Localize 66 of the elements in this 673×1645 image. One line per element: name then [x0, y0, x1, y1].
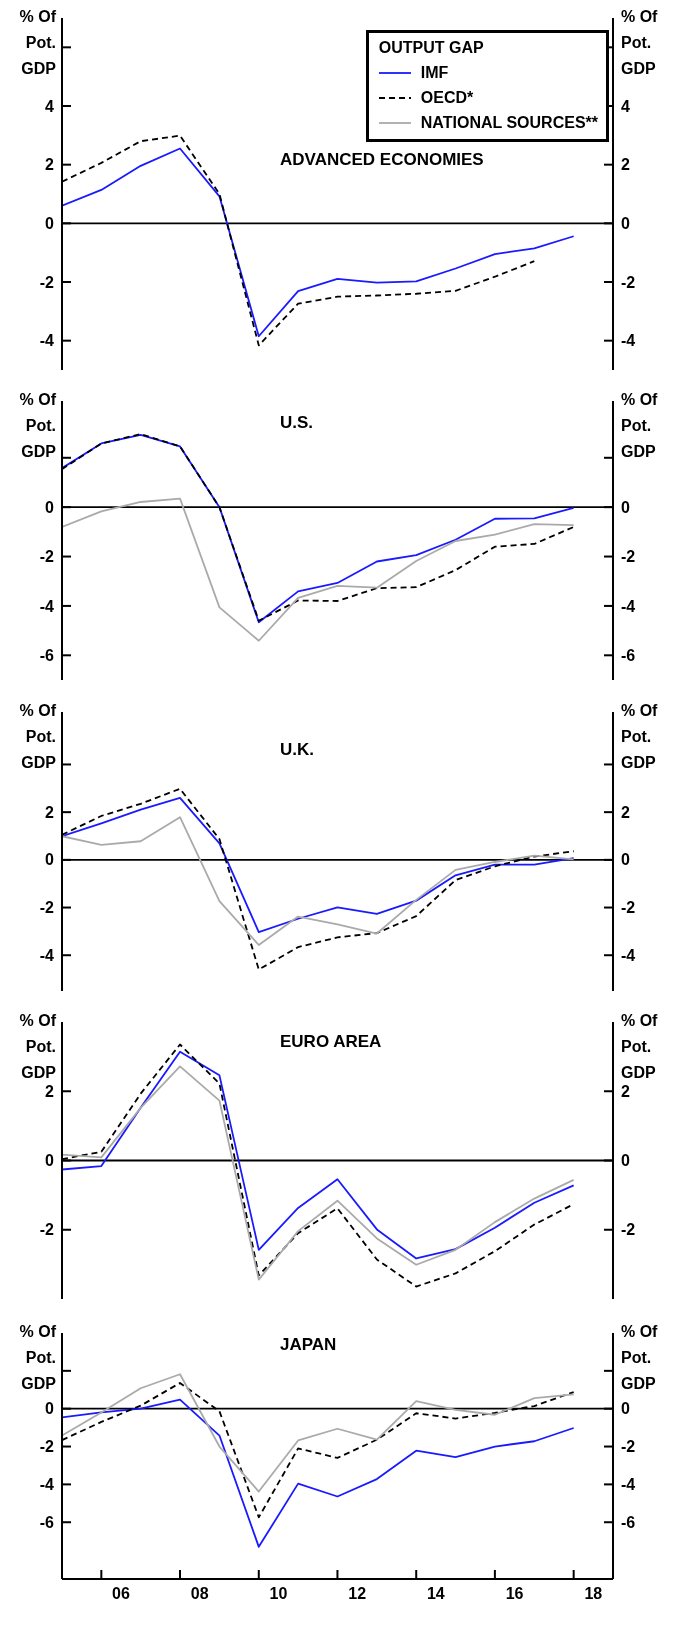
y2-tick-label: -2: [621, 548, 636, 566]
y2-tick-label: 0: [621, 1400, 630, 1418]
text: ADVANCED ECONOMIES: [280, 150, 484, 170]
y-axis-title: % Of Pot. GDP: [18, 7, 56, 79]
y-tick-label: 0: [45, 1152, 55, 1170]
y-tick-label: 2: [45, 156, 55, 174]
x-tick-label: 06: [112, 1585, 130, 1602]
y2-tick-label: 0: [621, 498, 630, 516]
y2-tick-label: 2: [621, 156, 630, 174]
y2-tick-label: 0: [621, 214, 630, 232]
y-tick-label: -2: [39, 548, 55, 566]
text: EURO AREA: [280, 1032, 382, 1052]
legend-label: NATIONAL SOURCES**: [420, 113, 598, 133]
y2-tick-label: -4: [621, 1475, 636, 1493]
y-tick-label: -2: [39, 273, 55, 291]
y-tick-label: 0: [45, 498, 55, 516]
y2-tick-label: -2: [621, 273, 636, 291]
y2-tick-label: -2: [621, 1438, 636, 1456]
y2-tick-label: -4: [621, 597, 636, 615]
y-tick-label: 0: [45, 214, 55, 232]
y-tick-label: -4: [39, 332, 55, 350]
x-tick-label: 10: [269, 1585, 288, 1602]
legend-label: IMF: [420, 63, 449, 83]
y-tick-label: 0: [45, 851, 55, 869]
y2-tick-label: 0: [621, 851, 630, 869]
y2-axis-title: % Of Pot. GDP: [621, 390, 659, 462]
y2-tick-label: -4: [621, 332, 636, 350]
legend-title: OUTPUT GAP: [378, 38, 485, 58]
y2-tick-label: 2: [621, 803, 630, 821]
y-tick-label: 0: [45, 1400, 55, 1418]
text: U.S.: [280, 413, 314, 433]
y2-tick-label: -2: [621, 899, 636, 917]
y2-axis-title: % Of Pot. GDP: [621, 1012, 658, 1081]
y2-axis-title: % Of Pot. GDP: [621, 1322, 659, 1394]
x-tick-label: 18: [584, 1585, 603, 1602]
y-tick-label: -2: [39, 899, 55, 917]
y2-axis-title: % Of Pot. GDP: [621, 7, 659, 79]
y-axis-title: % Of Pot. GDP: [18, 1322, 56, 1394]
legend-label: OECD*: [420, 88, 474, 108]
y-tick-label: -4: [39, 946, 55, 964]
y2-tick-label: 0: [621, 1152, 630, 1170]
y2-tick-label: 4: [621, 97, 630, 115]
chart-title: JAPAN: [280, 1335, 337, 1355]
y-axis-title: % Of Pot. GDP: [19, 1012, 56, 1081]
y-tick-label: -6: [39, 646, 55, 664]
y-axis-title: % Of Pot. GDP: [18, 390, 56, 462]
y-tick-label: 2: [45, 1082, 55, 1100]
y-tick-label: 4: [45, 97, 55, 115]
y2-tick-label: -6: [621, 646, 636, 664]
y-tick-label: -4: [39, 597, 55, 615]
y-tick-label: -4: [39, 1475, 55, 1493]
y-tick-label: -2: [39, 1221, 55, 1239]
x-tick-label: 16: [505, 1585, 524, 1602]
y-axis-title: % Of Pot. GDP: [18, 701, 56, 773]
y2-tick-label: -6: [621, 1513, 636, 1531]
y-tick-label: -6: [39, 1513, 55, 1531]
x-tick-label: 12: [348, 1585, 367, 1602]
x-tick-label: 14: [426, 1585, 445, 1602]
y-tick-label: 2: [45, 803, 55, 821]
y2-tick-label: -2: [621, 1221, 636, 1239]
x-tick-label: 08: [190, 1585, 209, 1602]
y-tick-label: -2: [39, 1438, 55, 1456]
y2-tick-label: -4: [621, 946, 636, 964]
y2-tick-label: 2: [621, 1082, 630, 1100]
y2-axis-title: % Of Pot. GDP: [621, 701, 659, 773]
text: U.K.: [280, 740, 314, 760]
